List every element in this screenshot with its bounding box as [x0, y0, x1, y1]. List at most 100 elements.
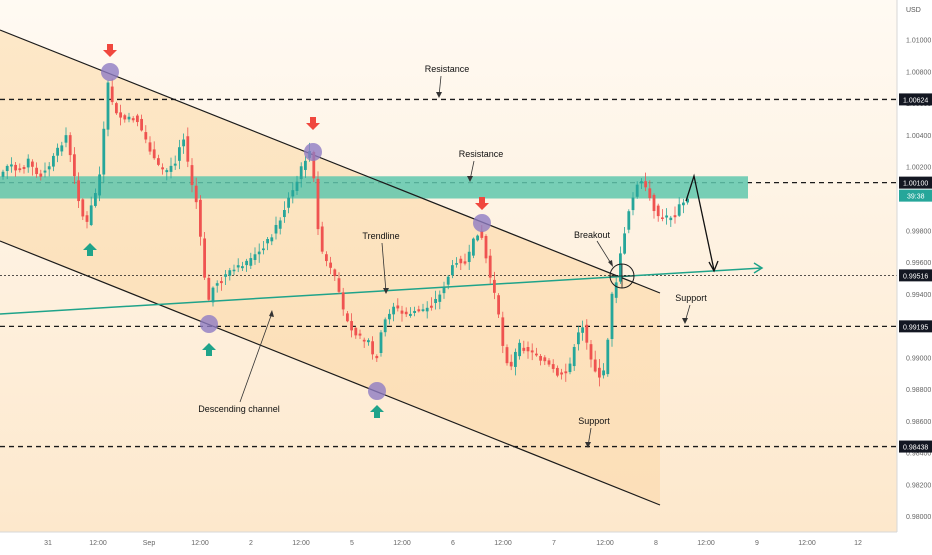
candle-body [228, 270, 232, 276]
candle-body [564, 371, 568, 374]
countdown-label: 39:38 [907, 194, 925, 201]
candle-body [577, 332, 580, 345]
x-tick-label: 9 [755, 540, 759, 547]
candle-body [652, 194, 656, 212]
candle-body [451, 265, 454, 276]
candle-body [598, 367, 601, 378]
x-tick-labels: 31 12:00 Sep 12:00 2 12:00 5 12:00 6 12:00 7 12:00 8… [44, 540, 862, 547]
candle-body [140, 118, 143, 131]
x-tick-label: 12:00 [191, 540, 209, 547]
candle-body [631, 197, 635, 211]
candle-body [127, 116, 131, 120]
candle-body [661, 217, 664, 219]
candle-body [669, 217, 673, 221]
up-arrows [83, 243, 384, 418]
candle-body [404, 311, 408, 315]
channel-lower-line [0, 240, 661, 506]
candle-body [530, 350, 534, 353]
candle-body [463, 261, 467, 264]
candle-body [43, 170, 47, 173]
y-tick-label: 0.98400 [906, 451, 931, 458]
candle-body [568, 363, 572, 373]
x-tick-label: 31 [44, 540, 52, 547]
x-tick-label: 12:00 [596, 540, 614, 547]
label-trendline: Trendline [362, 231, 399, 241]
candle-body [497, 295, 500, 315]
candle-body [505, 347, 509, 364]
candle-body [392, 306, 395, 315]
candle-body [375, 355, 379, 359]
candle-body [203, 238, 206, 278]
x-tick-label: Sep [143, 540, 156, 547]
candle-body [241, 266, 244, 269]
candle-body [514, 351, 517, 367]
up-arrow-3 [370, 405, 384, 418]
label-breakout: Breakout [574, 230, 611, 240]
candle-body [312, 151, 316, 179]
candle-body [56, 147, 59, 156]
candle-body [572, 346, 576, 367]
candle-body [295, 181, 299, 191]
down-arrow-1 [103, 44, 117, 57]
x-tick-label: 2 [249, 540, 253, 547]
candle-body [148, 142, 152, 152]
x-tick-label: 5 [350, 540, 354, 547]
candle-body [165, 170, 169, 173]
marker-circle-1 [101, 63, 119, 81]
candle-body [199, 199, 202, 237]
candle-body [18, 168, 22, 171]
price-label: 1.00100 [903, 181, 928, 188]
candle-body [85, 215, 89, 222]
candle-body [379, 332, 383, 353]
candle-body [144, 132, 148, 140]
x-tick-label: 12:00 [292, 540, 310, 547]
candle-body [400, 310, 404, 314]
candle-body [421, 309, 425, 312]
annotation-pointer-heads [269, 92, 688, 448]
y-tick-label: 0.99800 [906, 228, 931, 235]
candle-body [287, 197, 290, 208]
label-support-right: Support [675, 293, 707, 303]
candle-body [480, 230, 484, 238]
y-tick-label: 0.98600 [906, 419, 931, 426]
candle-body [644, 181, 647, 188]
candle-body [446, 276, 450, 285]
down-arrows [103, 44, 489, 210]
x-tick-label: 12:00 [393, 540, 411, 547]
candle-body [186, 136, 190, 162]
candle-body [677, 204, 681, 216]
candle-body [245, 260, 248, 266]
x-tick-label: 7 [552, 540, 556, 547]
candle-body [178, 147, 181, 161]
candle-body [522, 347, 526, 351]
candle-body [388, 313, 391, 320]
candle-body [94, 193, 97, 206]
candle-body [102, 128, 106, 175]
candle-body [476, 235, 479, 241]
price-label-bg [899, 176, 932, 189]
candle-body [610, 293, 614, 339]
candle-body [367, 340, 370, 343]
x-tick-label: 12 [854, 540, 862, 547]
candle-body [619, 253, 622, 282]
candle-body [640, 181, 643, 184]
candle-body [354, 327, 358, 336]
candle-body [329, 262, 332, 268]
candle-body [539, 355, 542, 361]
x-tick-label: 8 [654, 540, 658, 547]
price-label-bg [899, 93, 932, 106]
candle-body [358, 333, 362, 336]
price-label-bg [899, 269, 932, 282]
candle-body [274, 224, 278, 234]
candle-body [291, 190, 295, 197]
candle-body [673, 215, 677, 218]
down-arrow-3 [475, 197, 489, 210]
candle-body [278, 220, 282, 229]
y-tick-label: 0.98800 [906, 387, 931, 394]
y-tick-label: 1.00800 [906, 69, 931, 76]
time-axis[interactable] [0, 532, 932, 550]
candle-body [173, 163, 177, 166]
channel-shade [400, 190, 660, 505]
